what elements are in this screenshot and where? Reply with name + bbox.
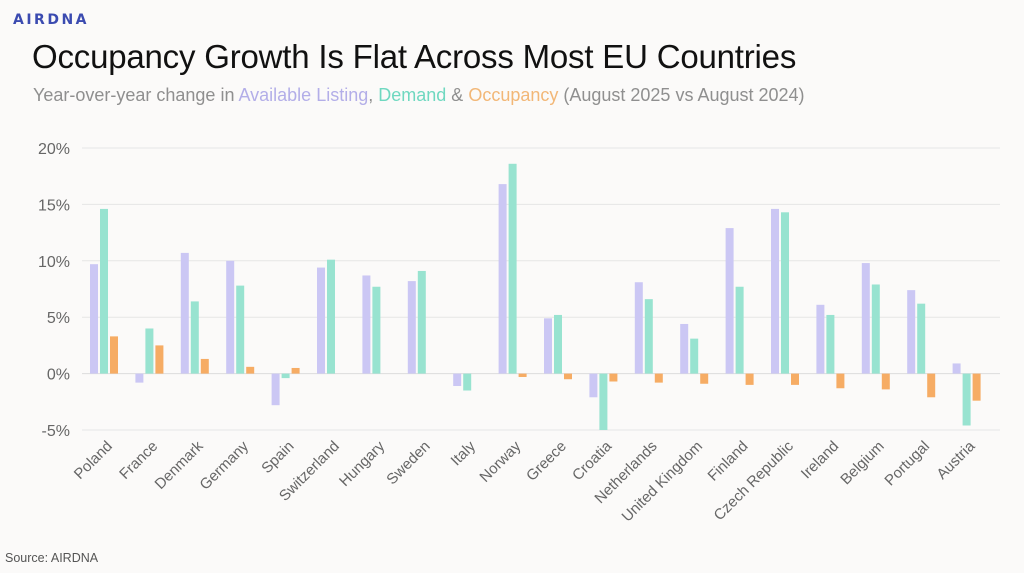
bar-occupancy-france: [155, 345, 164, 374]
y-axis: -5% 0% 5% 10% 15% 20%: [38, 141, 70, 440]
bar-demand-denmark: [190, 301, 199, 374]
x-tick-label: Norway: [476, 437, 524, 485]
bar-demand-greece: [554, 314, 562, 374]
legend-occupancy: Occupancy: [468, 85, 559, 105]
bar-occupancy-portugal: [927, 373, 936, 398]
bar-occupancy-poland: [110, 336, 118, 374]
bar-available-listing-croatia: [589, 373, 598, 398]
bars: [90, 163, 981, 430]
subtitle-prefix: Year-over-year change in: [33, 85, 239, 105]
source-note: Source: AIRDNA: [5, 551, 99, 565]
bar-occupancy-czech-republic: [791, 373, 799, 385]
bar-available-listing-denmark: [180, 252, 189, 374]
bar-available-listing-netherlands: [634, 282, 643, 374]
bar-available-listing-hungary: [362, 275, 371, 374]
bar-available-listing-norway: [498, 184, 507, 374]
bar-occupancy-spain: [291, 367, 300, 374]
bar-available-listing-united-kingdom: [680, 323, 689, 374]
subtitle-suffix: (August 2025 vs August 2024): [558, 85, 805, 105]
legend-available-listing: Available Listing: [238, 85, 369, 105]
bar-available-listing-spain: [271, 373, 280, 406]
bar-demand-ireland: [826, 314, 835, 374]
bar-demand-france: [145, 328, 154, 374]
bar-demand-italy: [463, 373, 472, 391]
legend-demand: Demand: [378, 85, 447, 105]
chart-title: Occupancy Growth Is Flat Across Most EU …: [32, 38, 797, 75]
bar-occupancy-finland: [745, 373, 754, 385]
bar-demand-switzerland: [327, 259, 335, 374]
bar-demand-finland: [735, 286, 744, 374]
chart-subtitle: Year-over-year change in Available Listi…: [33, 85, 805, 106]
x-tick-label: Austria: [933, 437, 978, 482]
bar-available-listing-switzerland: [317, 267, 325, 374]
bar-demand-germany: [236, 285, 245, 374]
subtitle-separator: ,: [368, 85, 379, 105]
bar-available-listing-france: [135, 373, 144, 383]
bar-demand-spain: [281, 373, 290, 379]
x-tick-label: Poland: [71, 438, 116, 483]
bar-available-listing-finland: [725, 228, 734, 374]
y-tick-label: -5%: [42, 423, 70, 440]
bar-occupancy-croatia: [609, 373, 618, 382]
bar-occupancy-united-kingdom: [700, 373, 709, 384]
bar-available-listing-germany: [226, 260, 235, 374]
bar-available-listing-portugal: [907, 290, 916, 374]
y-tick-label: 0%: [47, 367, 70, 384]
y-tick-label: 5%: [47, 310, 70, 327]
y-tick-label: 15%: [38, 197, 70, 214]
bar-occupancy-germany: [246, 366, 255, 374]
bar-available-listing-sweden: [407, 281, 416, 374]
y-tick-label: 20%: [38, 141, 70, 158]
x-tick-label: Sweden: [383, 438, 433, 488]
bar-occupancy-ireland: [836, 373, 845, 389]
bar-available-listing-ireland: [816, 304, 825, 374]
bar-available-listing-austria: [952, 363, 961, 374]
x-tick-label: Czech Republic: [711, 437, 798, 524]
bar-demand-belgium: [871, 284, 880, 374]
bar-occupancy-belgium: [881, 373, 890, 390]
x-tick-label: Portugal: [881, 438, 933, 490]
subtitle-separator: &: [446, 85, 469, 105]
bar-demand-croatia: [599, 373, 608, 430]
x-tick-label: Greece: [523, 438, 570, 485]
y-tick-label: 10%: [38, 254, 70, 271]
x-tick-label: Ireland: [798, 438, 842, 482]
bar-demand-hungary: [372, 286, 381, 374]
bar-demand-united-kingdom: [690, 338, 699, 374]
x-tick-label: Belgium: [837, 438, 887, 488]
bar-occupancy-netherlands: [654, 373, 663, 383]
bar-demand-sweden: [417, 270, 426, 374]
bar-available-listing-italy: [453, 373, 462, 387]
bar-demand-austria: [962, 373, 971, 426]
bar-occupancy-austria: [972, 373, 981, 401]
bar-demand-portugal: [917, 303, 926, 374]
bar-demand-poland: [100, 208, 108, 374]
bar-demand-czech-republic: [781, 212, 789, 374]
bar-available-listing-poland: [90, 264, 98, 374]
x-tick-label: Germany: [196, 437, 252, 493]
gridlines: [82, 147, 1000, 431]
x-tick-label: Italy: [448, 437, 480, 469]
bar-occupancy-greece: [564, 373, 572, 380]
bar-available-listing-greece: [544, 318, 552, 374]
bar-available-listing-belgium: [861, 263, 870, 374]
bar-occupancy-norway: [518, 373, 527, 377]
airdna-logo: AIRDNA: [13, 12, 89, 28]
bar-occupancy-denmark: [200, 358, 209, 374]
bar-demand-norway: [508, 163, 517, 374]
bar-demand-netherlands: [644, 299, 653, 374]
x-tick-label: United Kingdom: [619, 438, 706, 525]
x-tick-label: Spain: [258, 438, 297, 477]
x-tick-label: Hungary: [336, 437, 388, 489]
x-tick-label: France: [116, 438, 161, 483]
bar-available-listing-czech-republic: [771, 208, 779, 374]
